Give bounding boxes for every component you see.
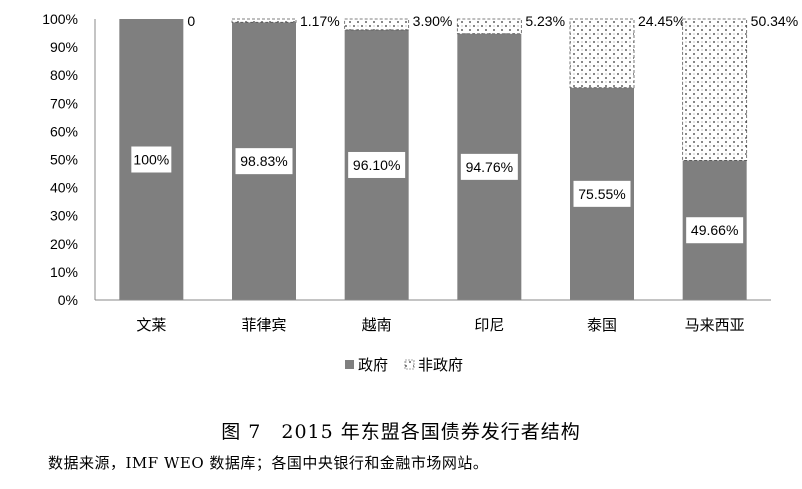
data-label-non-government: 1.17% bbox=[300, 13, 340, 29]
legend-swatch-government bbox=[345, 360, 354, 369]
data-label-non-government: 24.45% bbox=[638, 13, 685, 29]
data-label-box bbox=[636, 10, 690, 30]
bar-non-government bbox=[456, 18, 522, 35]
data-source-note: 数据来源，IMF WEO 数据库；各国中央银行和金融市场网站。 bbox=[48, 454, 489, 472]
data-label-box bbox=[573, 180, 631, 207]
legend-label-non-government: 非政府 bbox=[418, 356, 463, 374]
data-label-non-government: 50.34% bbox=[751, 13, 798, 29]
data-label-box bbox=[348, 151, 406, 178]
y-tick-label: 100% bbox=[42, 11, 78, 27]
y-tick-label: 10% bbox=[50, 264, 78, 280]
data-label-non-government: 5.23% bbox=[525, 13, 565, 29]
legend-label-government: 政府 bbox=[358, 356, 388, 374]
y-tick-label: 80% bbox=[50, 67, 78, 83]
data-label-box bbox=[131, 146, 172, 173]
y-tick-label: 40% bbox=[50, 180, 78, 196]
bar-non-government bbox=[569, 18, 635, 89]
figure-caption: 图 7 2015 年东盟各国债券发行者结构 bbox=[221, 421, 581, 443]
data-label-non-government: 3.90% bbox=[413, 13, 453, 29]
y-tick-label: 90% bbox=[50, 39, 78, 55]
data-label-box bbox=[235, 148, 293, 175]
y-tick-label: 70% bbox=[50, 95, 78, 111]
data-label-box bbox=[410, 10, 457, 30]
x-tick-label: 印尼 bbox=[474, 316, 504, 334]
data-label-box bbox=[523, 10, 569, 30]
bars: 100% 0 98.83% 1.17% 96.10% 3.90% 94.76% 5.23% 75… bbox=[119, 10, 802, 301]
x-axis: 文莱 菲律宾 越南 印尼 泰国 马来西亚 bbox=[95, 299, 771, 334]
data-label-government: 49.66% bbox=[691, 222, 738, 238]
data-label-box bbox=[185, 10, 198, 30]
y-tick-label: 60% bbox=[50, 123, 78, 139]
data-label-government: 98.83% bbox=[240, 153, 287, 169]
data-label-box bbox=[460, 153, 518, 180]
bar-non-government bbox=[344, 18, 410, 31]
data-label-box bbox=[298, 10, 344, 30]
y-tick-label: 50% bbox=[50, 152, 78, 168]
data-label-government: 94.76% bbox=[466, 159, 513, 175]
legend-swatch-non-government bbox=[404, 359, 415, 370]
legend: 政府 非政府 bbox=[345, 356, 463, 374]
x-tick-label: 文莱 bbox=[136, 316, 166, 334]
y-tick-label: 30% bbox=[50, 208, 78, 224]
data-label-non-government: 0 bbox=[187, 13, 195, 29]
x-tick-label: 泰国 bbox=[587, 316, 617, 334]
bar-non-government bbox=[231, 18, 297, 23]
data-label-government: 100% bbox=[133, 152, 169, 168]
data-label-box bbox=[686, 217, 744, 244]
x-tick-label: 越南 bbox=[362, 316, 392, 334]
y-axis: 0% 10% 20% 30% 40% 50% 60% 70% 80% 90% 100% bbox=[42, 11, 96, 308]
data-label-box bbox=[748, 10, 802, 30]
y-tick-label: 0% bbox=[58, 292, 78, 308]
stacked-bar-chart: 0% 10% 20% 30% 40% 50% 60% 70% 80% 90% 100% 100% 0 9… bbox=[42, 10, 802, 374]
x-tick-label: 马来西亚 bbox=[685, 316, 745, 334]
x-tick-label: 菲律宾 bbox=[241, 316, 286, 334]
bar-non-government bbox=[682, 18, 748, 161]
data-label-government: 96.10% bbox=[353, 157, 400, 173]
y-tick-label: 20% bbox=[50, 236, 78, 252]
data-label-government: 75.55% bbox=[578, 186, 625, 202]
